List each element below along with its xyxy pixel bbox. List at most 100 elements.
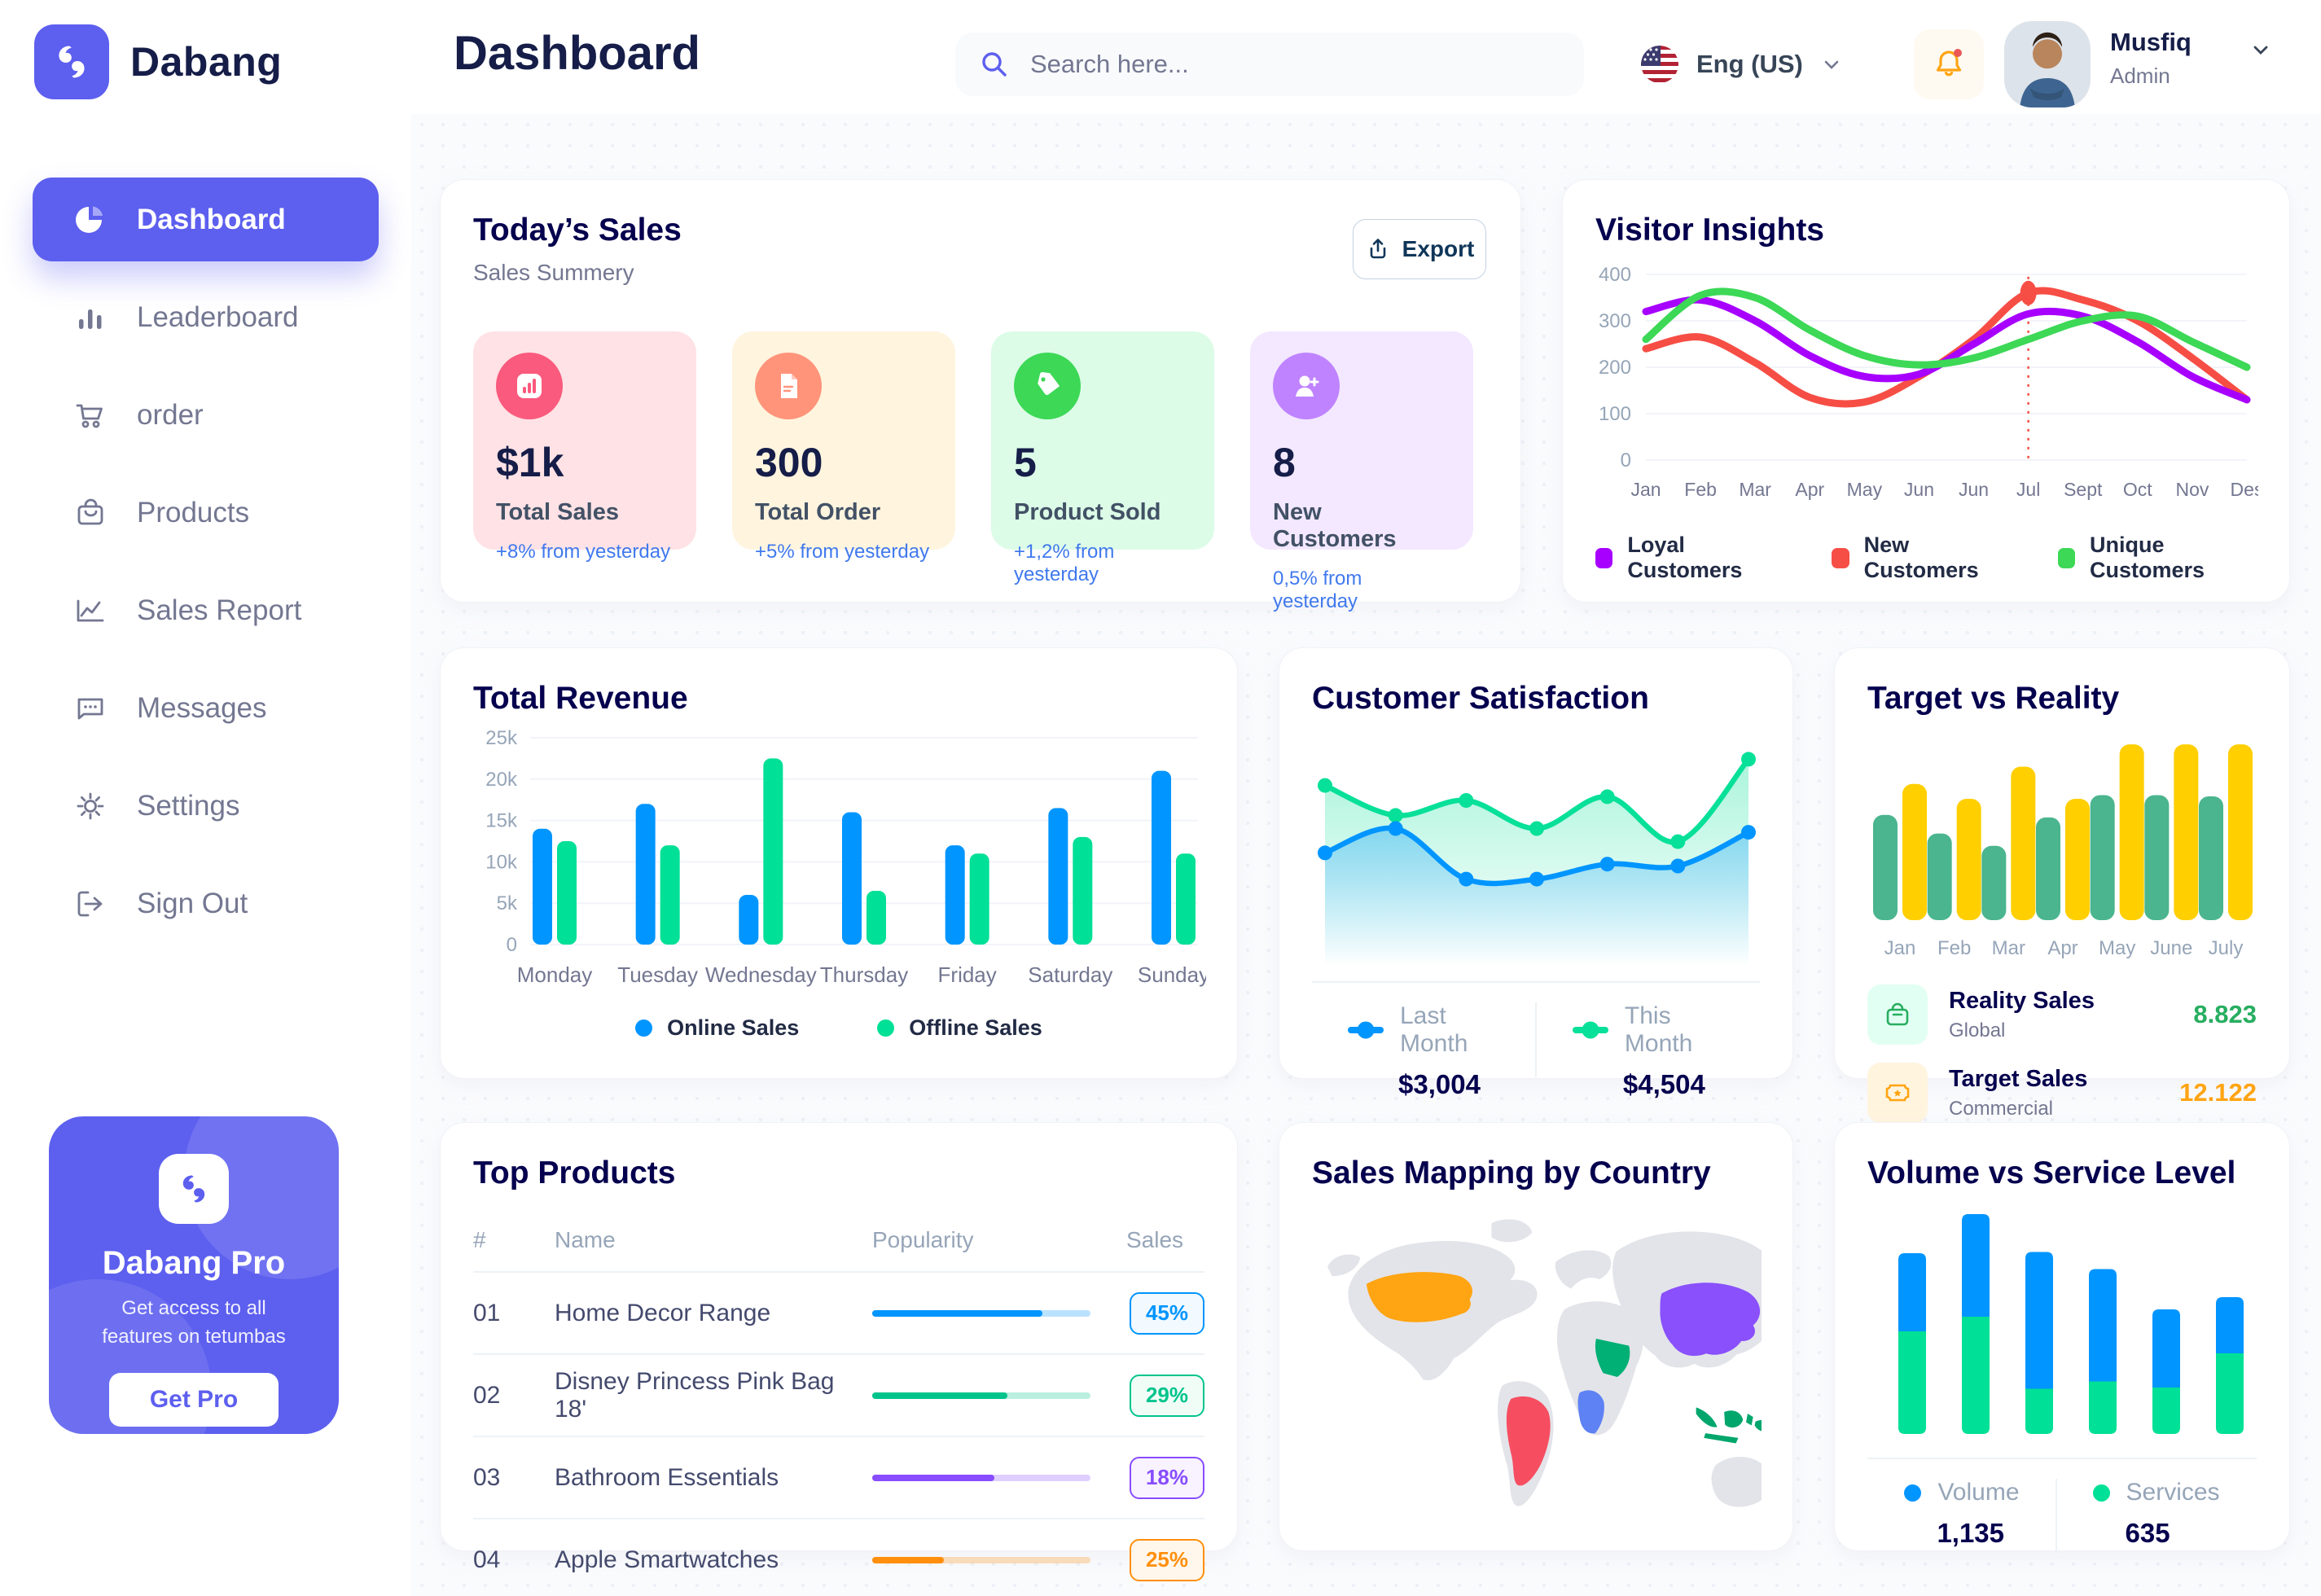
stat-card-total-sales: $1k Total Sales +8% from yesterday [473,331,696,563]
popularity-bar [872,1392,1090,1399]
sidebar-item-order[interactable]: order [33,373,379,457]
search-bar[interactable] [955,33,1584,96]
target-vs-reality-title: Target vs Reality [1867,681,2120,716]
popularity-bar [872,1309,1090,1317]
legend-services: Services 635 [2057,1479,2256,1549]
svg-text:Friday: Friday [938,962,997,987]
legend-offline-sales: Offline Sales [877,1015,1042,1041]
popularity-bar [872,1556,1090,1563]
avatar[interactable] [2004,21,2091,107]
table-row: 02 Disney Princess Pink Bag 18' 29% [473,1353,1204,1436]
table-row: 03 Bathroom Essentials 18% [473,1436,1204,1518]
user-plus-icon [1273,353,1340,419]
legend-divider [2055,1479,2057,1554]
legend-divider [1535,1002,1537,1077]
svg-text:Des: Des [2231,479,2258,500]
sidebar-item-leaderboard[interactable]: Leaderboard [33,275,379,359]
svg-text:Oct: Oct [2123,479,2152,500]
sidebar-item-sign-out[interactable]: Sign Out [33,862,379,945]
customer-satisfaction-legend: Last Month $3,004 This Month $4,504 [1312,1002,1760,1100]
map-saudi-arabia[interactable] [1595,1339,1630,1378]
legend-unique-customers: Unique Customers [2057,533,2257,583]
sidebar-item-label: Leaderboard [137,300,299,333]
svg-text:Mar: Mar [1739,479,1771,500]
tag-icon [1014,353,1081,419]
offline-sales-dot [877,1019,895,1037]
reality-sales-value: 8.823 [2193,1000,2257,1028]
svg-text:June: June [2150,937,2192,959]
svg-text:Jan: Jan [1884,937,1916,959]
svg-text:10k: 10k [485,851,518,873]
map-china[interactable] [1660,1282,1761,1357]
svg-text:Tuesday: Tuesday [617,962,698,987]
svg-text:400: 400 [1599,264,1631,286]
target-sales-value: 12.122 [2179,1078,2257,1107]
sales-badge: 18% [1130,1456,1204,1499]
user-chevron-down-icon[interactable] [2250,39,2271,60]
svg-text:5k: 5k [497,892,518,914]
volume-legend: Volume 1,135 Services 635 [1867,1479,2257,1554]
svg-text:Saturday: Saturday [1028,962,1112,987]
table-row: 04 Apple Smartwatches 25% [473,1518,1204,1596]
sidebar-item-label: order [137,398,204,431]
file-icon [755,353,822,419]
page-title: Dashboard [454,27,700,80]
map-dr-congo[interactable] [1577,1390,1604,1434]
sidebar-item-label: Settings [137,789,240,822]
sales-mapping-card: Sales Mapping by Country [1279,1122,1793,1551]
pro-logo-icon [159,1154,229,1224]
header: Dashboard [411,0,2321,114]
ticket-icon [1867,1063,1928,1123]
sidebar-item-messages[interactable]: Messages [33,666,379,750]
total-revenue-card: Total Revenue 0 5k 10k 15k 20k 25k Monday Tuesd… [440,647,1238,1079]
new-customers-swatch [1832,547,1849,568]
services-total: 635 [2125,1518,2170,1548]
visitor-insights-card: Visitor Insights 0 100 200 300 400 Jan Feb Mar A… [1562,179,2290,603]
sidebar-item-label: Sales Report [137,594,302,626]
svg-text:0: 0 [1621,449,1631,471]
volume-dot [1904,1484,1922,1502]
map-indonesia[interactable] [1696,1407,1775,1444]
language-selector[interactable]: Eng (US) [1641,33,1842,96]
cart-icon [72,397,109,434]
stat-card-total-order: 300 Total Order +5% from yesterday [732,331,955,563]
legend-this-month: This Month $4,504 [1537,1002,1760,1100]
stat-card-product-sold: 5 Product Sold +1,2% from yesterday [991,331,1214,585]
get-pro-button[interactable]: Get Pro [109,1372,279,1427]
search-input[interactable] [1029,49,1561,80]
stat-card-row: $1k Total Sales +8% from yesterday 300 Total… [473,331,1488,612]
divider [1867,1458,2257,1459]
bag-icon [72,494,109,532]
chevron-down-icon [1824,60,1839,69]
svg-text:May: May [2099,937,2135,959]
loyal-customers-swatch [1595,547,1613,568]
export-button[interactable]: Export [1353,219,1486,279]
this-month-total: $4,504 [1622,1069,1705,1099]
map-united-states[interactable] [1366,1272,1472,1322]
sales-badge: 29% [1130,1374,1204,1417]
sidebar-item-sales-report[interactable]: Sales Report [33,568,379,652]
volume-vs-service-title: Volume vs Service Level [1867,1155,2236,1190]
total-revenue-legend: Online Sales Offline Sales [473,1015,1204,1041]
map-brazil[interactable] [1506,1396,1551,1486]
svg-text:Jan: Jan [1630,479,1661,500]
svg-text:July: July [2209,937,2244,959]
sidebar-item-settings[interactable]: Settings [33,764,379,848]
shopping-bag-icon [1867,984,1928,1045]
sales-badge: 45% [1130,1291,1204,1335]
todays-sales-title: Today’s Sales [473,213,682,248]
todays-sales-card: Today’s Sales Sales Summery Export $1k To… [440,179,1521,612]
brand-name: Dabang [130,39,283,85]
search-icon [982,52,1007,77]
svg-text:Feb: Feb [1684,479,1717,500]
sidebar-item-dashboard[interactable]: Dashboard [33,178,379,261]
sidebar-item-label: Messages [137,691,267,724]
sidebar-item-products[interactable]: Products [33,471,379,555]
notifications-button[interactable] [1914,29,1984,99]
stat-card-new-customers: 8 New Customers 0,5% from yesterday [1250,331,1473,612]
user-role: Admin [2110,64,2170,88]
volume-total: 1,135 [1937,1518,2005,1548]
export-label: Export [1402,236,1475,261]
unique-customers-swatch [2057,547,2075,568]
unread-dot [1954,49,1962,57]
